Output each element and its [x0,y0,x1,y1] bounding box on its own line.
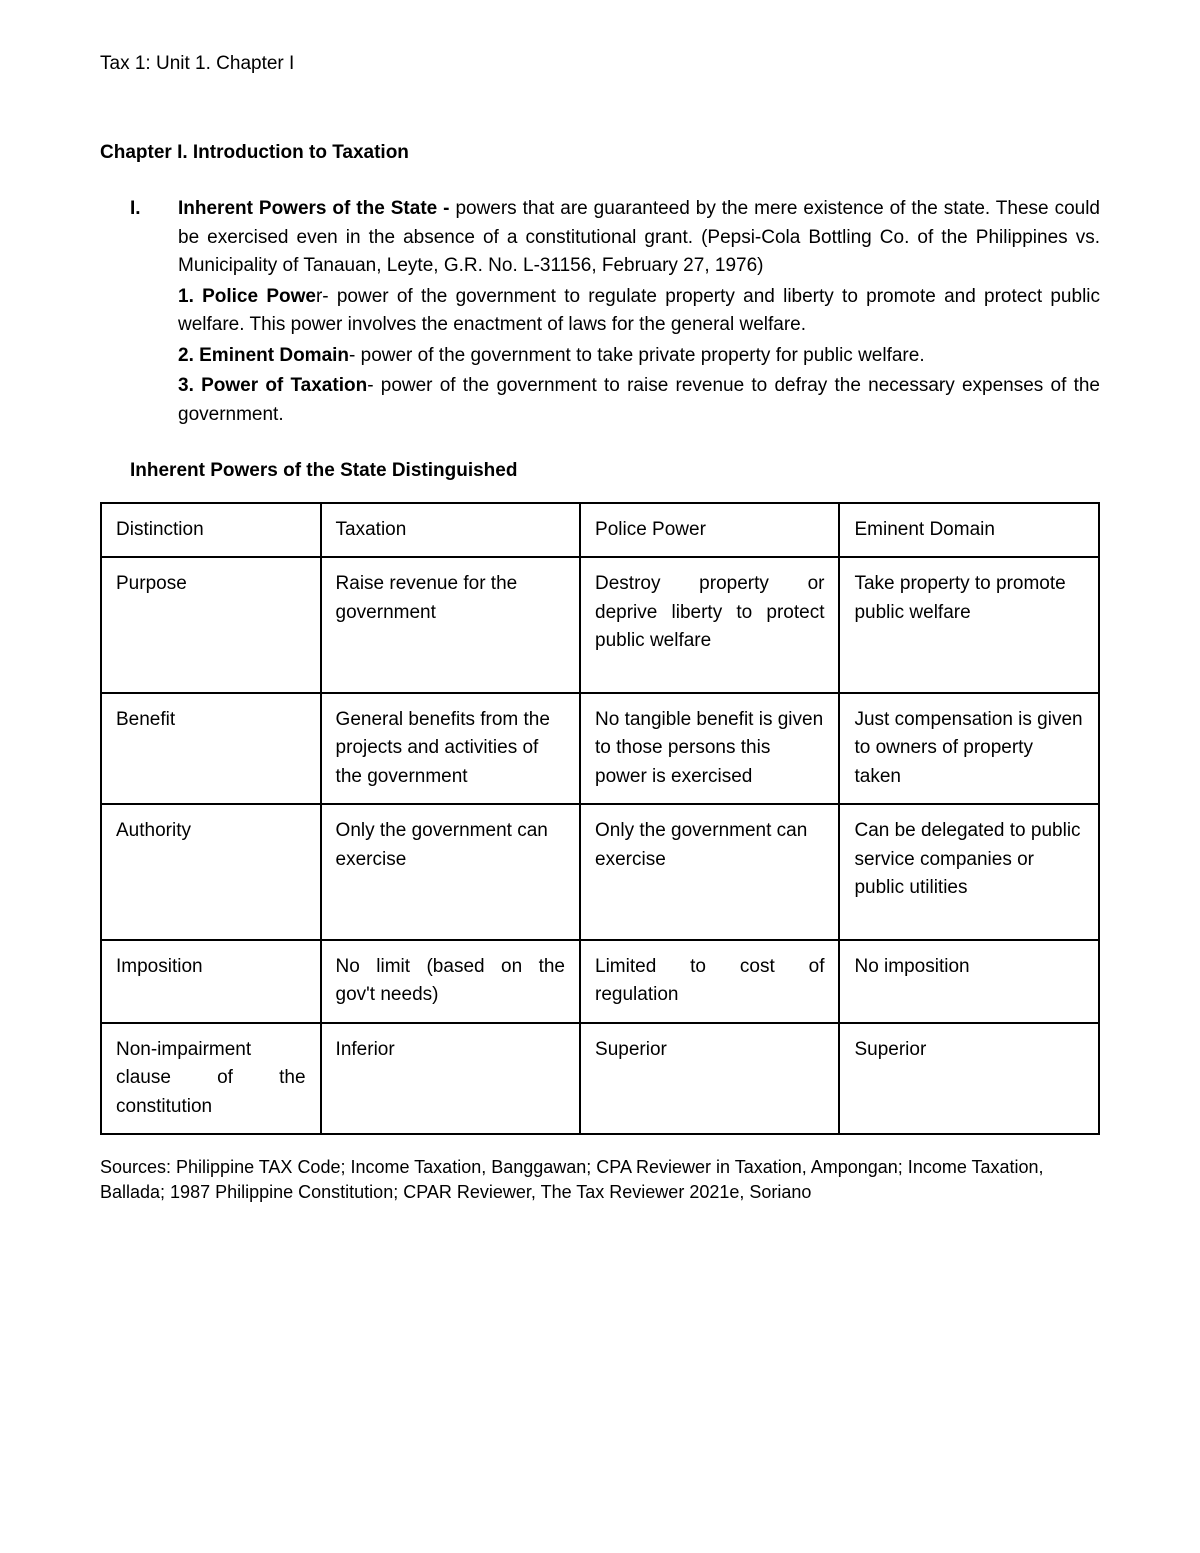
sub-item-text: r- power of the government to regulate p… [178,286,1100,336]
table-row: BenefitGeneral benefits from the project… [101,693,1099,805]
table-cell: General benefits from the projects and a… [321,693,580,805]
chapter-title: Chapter I. Introduction to Taxation [100,139,1100,168]
table-heading: Inherent Powers of the State Distinguish… [130,457,1100,486]
sub-item-title: 2. Eminent Domain [178,345,349,366]
section-intro: Inherent Powers of the State - powers th… [178,195,1100,281]
sub-item-text: - power of the government to take privat… [349,345,925,366]
table-cell: Raise revenue for the government [321,557,580,693]
sub-item-title: 3. Power of Taxation [178,375,367,396]
table-cell: Limited to cost of regulation [580,940,839,1023]
table-cell: Only the government can exercise [580,804,839,940]
table-cell: Can be delegated to public service compa… [839,804,1099,940]
table-cell: No limit (based on the gov't needs) [321,940,580,1023]
table-cell: Superior [839,1023,1099,1135]
table-cell: Just compensation is given to owners of … [839,693,1099,805]
table-cell: Take property to promote public welfare [839,557,1099,693]
section-title: Inherent Powers of the State - [178,198,455,219]
table-cell: Superior [580,1023,839,1135]
table-cell: Non-impairment clause of the constitutio… [101,1023,321,1135]
table-header-cell: Taxation [321,503,580,558]
sub-item-eminent-domain: 2. Eminent Domain- power of the governme… [178,342,1100,371]
section-body: Inherent Powers of the State - powers th… [178,195,1100,429]
table-cell: Authority [101,804,321,940]
table-cell: Only the government can exercise [321,804,580,940]
table-cell: No imposition [839,940,1099,1023]
table-header-cell: Eminent Domain [839,503,1099,558]
powers-comparison-table: Distinction Taxation Police Power Eminen… [100,502,1100,1136]
section-number: I. [130,195,178,429]
table-cell: No tangible benefit is given to those pe… [580,693,839,805]
table-row: PurposeRaise revenue for the governmentD… [101,557,1099,693]
table-row: Non-impairment clause of the constitutio… [101,1023,1099,1135]
section-inherent-powers: I. Inherent Powers of the State - powers… [130,195,1100,429]
table-header-cell: Distinction [101,503,321,558]
page-header: Tax 1: Unit 1. Chapter I [100,50,1100,79]
sources-text: Sources: Philippine TAX Code; Income Tax… [100,1155,1100,1205]
table-row: ImpositionNo limit (based on the gov't n… [101,940,1099,1023]
table-cell: Destroy property or deprive liberty to p… [580,557,839,693]
table-cell: Benefit [101,693,321,805]
sub-item-police-power: 1. Police Power- power of the government… [178,283,1100,340]
table-header-row: Distinction Taxation Police Power Eminen… [101,503,1099,558]
table-cell: Inferior [321,1023,580,1135]
table-cell: Purpose [101,557,321,693]
sub-item-title: 1. Police Powe [178,286,316,307]
sub-item-power-of-taxation: 3. Power of Taxation- power of the gover… [178,372,1100,429]
table-row: AuthorityOnly the government can exercis… [101,804,1099,940]
table-cell: Imposition [101,940,321,1023]
table-header-cell: Police Power [580,503,839,558]
